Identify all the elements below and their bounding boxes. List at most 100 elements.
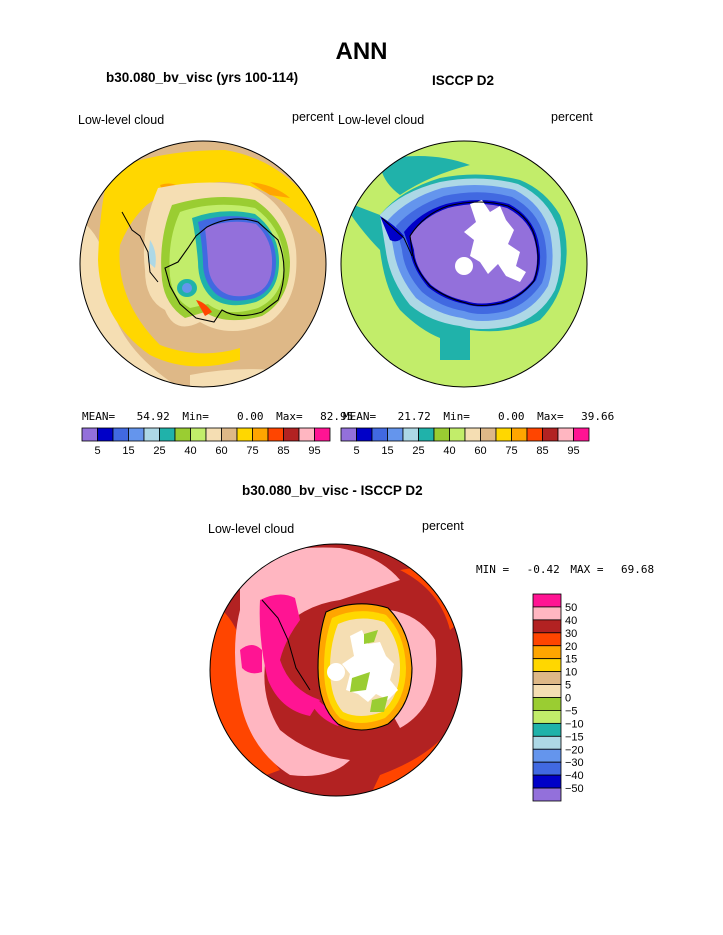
obs-polar-map [340,140,588,388]
obs-colorbar-swatch [340,427,357,442]
model-colorbar-swatch [159,427,176,442]
diff-colorbar-swatch [532,645,562,660]
model-mean-label: MEAN= [82,410,116,423]
model-colorbar-swatch [174,427,191,442]
model-colorbar-tick-label: 60 [215,445,227,457]
model-colorbar-tick-label: 15 [122,445,134,457]
diff-colorbar-swatch [532,710,562,724]
diff-colorbar-tick-label: 40 [565,615,577,627]
diff-colorbar-swatch [532,735,562,750]
obs-colorbar-swatch [511,427,528,442]
obs-colorbar-swatch [418,427,435,442]
model-units-label: percent [292,110,334,124]
obs-colorbar-swatch [464,427,481,442]
diff-colorbar-swatch [532,658,562,673]
model-colorbar: 5 15 25 40 60 75 85 95 [81,427,331,457]
model-colorbar-swatch [283,427,300,442]
obs-colorbar-swatch [526,427,543,442]
diff-colorbar-tick-label: −20 [565,744,584,756]
obs-mean-value: 21.72 [397,410,431,423]
diff-polar-map [209,543,463,797]
diff-colorbar-swatch [532,697,562,711]
diff-colorbar-tick-label: −30 [565,757,584,769]
model-polar-map [79,140,327,388]
model-colorbar-swatch [314,427,331,442]
diff-colorbar-tick-label: 0 [565,693,571,705]
diff-colorbar-swatch [532,671,562,685]
model-max-label: Max= [276,410,303,423]
diff-colorbar-tick-label: 30 [565,628,577,640]
diff-colorbar-tick-label: 20 [565,641,577,653]
obs-colorbar-tick-label: 5 [353,445,359,457]
diff-colorbar-tick-label: 10 [565,667,577,679]
obs-stats: MEAN= 21.72 Min= 0.00 Max= 39.66 [343,410,614,423]
model-min-label: Min= [182,410,209,423]
model-colorbar-swatch [97,427,114,442]
diff-colorbar-swatch [532,722,562,737]
model-colorbar-swatch [298,427,315,442]
model-variable-label: Low-level cloud [78,113,165,127]
obs-colorbar-swatch [387,427,404,442]
diff-colorbar-swatch [532,632,562,647]
obs-panel-title: ISCCP D2 [432,73,495,88]
diff-min-value: -0.42 [526,563,560,576]
page-title: ANN [335,38,388,65]
obs-colorbar-swatch [480,427,497,442]
obs-colorbar-tick-label: 85 [536,445,548,457]
obs-colorbar-swatch [542,427,559,442]
model-colorbar-tick-label: 25 [153,445,165,457]
model-max-value: 82.95 [320,410,354,423]
obs-colorbar-swatch [433,427,450,442]
diff-colorbar-tick-label: 50 [565,602,577,614]
obs-colorbar-swatch [371,427,388,442]
obs-colorbar-tick-label: 25 [412,445,424,457]
diff-colorbar-swatch [532,619,562,634]
obs-min-label: Min= [443,410,470,423]
diff-colorbar-tick-label: −10 [565,718,584,730]
obs-units-label: percent [551,110,593,124]
diff-colorbar-tick-label: −5 [565,705,578,717]
model-colorbar-swatch [81,427,98,442]
obs-colorbar-swatch [402,427,419,442]
model-colorbar-swatch [267,427,284,442]
obs-colorbar-swatch [449,427,466,442]
diff-panel-title: b30.080_bv_visc - ISCCP D2 [242,483,423,498]
diff-max-label: MAX = [570,563,604,576]
obs-variable-label: Low-level cloud [338,113,425,127]
diff-colorbar-swatch [532,593,562,608]
obs-max-label: Max= [537,410,564,423]
model-panel-title: b30.080_bv_visc (yrs 100-114) [106,70,299,85]
model-stats: MEAN= 54.92 Min= 0.00 Max= 82.95 [82,410,353,423]
diff-colorbar-tick-label: −15 [565,731,584,743]
obs-colorbar-swatch [495,427,512,442]
model-colorbar-swatch [252,427,269,442]
model-colorbar-swatch [190,427,207,442]
obs-colorbar-swatch [356,427,373,442]
diff-min-label: MIN = [476,563,510,576]
diff-colorbar-tick-label: 15 [565,654,577,666]
model-colorbar-swatch [112,427,129,442]
model-colorbar-swatch [128,427,145,442]
model-colorbar-swatch [143,427,160,442]
diff-colorbar-swatch [532,606,562,621]
model-colorbar-swatch [236,427,253,442]
model-colorbar-tick-label: 85 [277,445,289,457]
diff-colorbar-swatch [532,774,562,789]
diff-colorbar-tick-label: −50 [565,783,584,795]
model-colorbar-tick-label: 75 [246,445,258,457]
obs-max-value: 39.66 [581,410,615,423]
model-min-value: 0.00 [237,410,264,423]
diff-colorbar-swatch [532,748,562,763]
obs-colorbar-tick-label: 95 [567,445,579,457]
obs-colorbar-swatch [573,427,590,442]
model-colorbar-tick-label: 40 [184,445,196,457]
obs-colorbar-tick-label: 40 [443,445,455,457]
diff-stats: MIN = -0.42 MAX = 69.68 [476,563,654,576]
obs-mean-label: MEAN= [343,410,377,423]
diff-colorbar-tick-label: 5 [565,680,571,692]
diff-max-value: 69.68 [621,563,655,576]
obs-colorbar: 5 15 25 40 60 75 85 95 [340,427,590,457]
diff-colorbar-swatch [532,684,562,698]
